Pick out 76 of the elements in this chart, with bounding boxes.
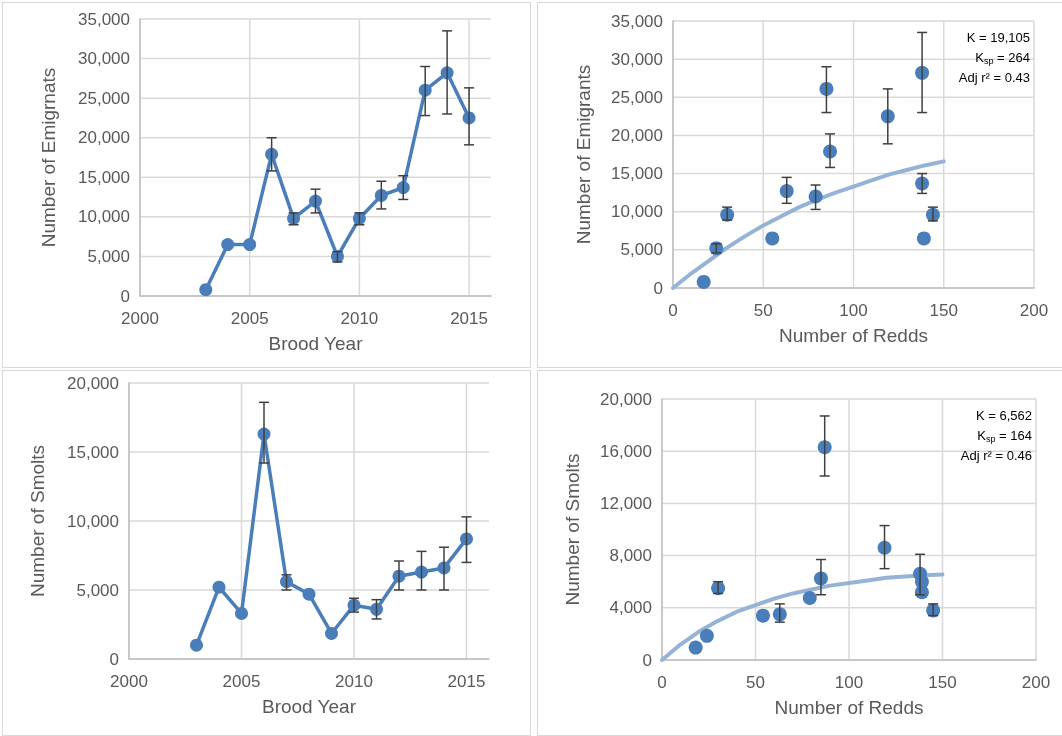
x-tick-label: 2015	[450, 309, 488, 328]
y-tick-label: 0	[120, 286, 130, 306]
point	[243, 238, 257, 252]
y-tick-label: 0	[642, 650, 652, 670]
point	[802, 591, 817, 606]
y-tick-label: 20,000	[600, 389, 652, 409]
y-tick-label: 0	[109, 649, 119, 669]
y-tick-label: 20,000	[611, 125, 663, 145]
x-tick-label: 2010	[340, 309, 379, 328]
annotation: K = 6,562	[975, 408, 1033, 423]
y-tick-label: 4,000	[609, 598, 652, 618]
point	[755, 608, 770, 623]
y-tick-label: 35,000	[611, 11, 663, 31]
x-tick-label: 100	[839, 301, 868, 320]
point	[819, 81, 834, 96]
point	[221, 238, 235, 252]
y-tick-label: 15,000	[78, 167, 130, 187]
point	[916, 231, 931, 246]
y-tick-label: 5,000	[87, 246, 130, 266]
x-tick-label: 50	[753, 301, 773, 320]
point	[302, 587, 316, 601]
y-tick-label: 20,000	[67, 373, 119, 393]
y-tick-label: 25,000	[78, 88, 130, 108]
x-tick-label: 2015	[447, 672, 486, 691]
point	[199, 283, 213, 297]
line-series	[671, 159, 946, 290]
x-axis-title: Brood Year	[268, 333, 364, 354]
point	[765, 231, 780, 246]
y-axis-title: Number of Emigrnats	[38, 67, 59, 248]
y-tick-label: 10,000	[67, 511, 119, 531]
annotation: Adj r² = 0.43	[958, 70, 1031, 85]
x-tick-label: 150	[929, 301, 958, 320]
x-tick-label: 2005	[230, 309, 269, 328]
annotation: K = 19,105	[966, 30, 1030, 45]
y-axis-title: Number of Smolts	[562, 453, 583, 606]
point	[688, 640, 703, 655]
point	[190, 638, 203, 652]
point	[265, 147, 279, 161]
y-tick-label: 15,000	[67, 442, 119, 462]
x-axis-title: Brood Year	[261, 696, 357, 717]
x-tick-label: 50	[746, 673, 765, 692]
x-tick-label: 2010	[335, 672, 373, 691]
x-tick-label: 0	[668, 301, 678, 320]
x-tick-label: 2000	[110, 672, 148, 691]
x-tick-label: 2000	[121, 309, 159, 328]
annotation: Adj r² = 0.46	[960, 448, 1033, 463]
x-tick-label: 200	[1019, 301, 1049, 320]
point	[325, 626, 338, 640]
point	[699, 628, 714, 643]
x-tick-label: 100	[834, 673, 864, 692]
x-tick-label: 200	[1021, 673, 1051, 692]
point	[235, 606, 248, 620]
x-tick-label: 150	[928, 673, 957, 692]
y-tick-label: 30,000	[611, 49, 663, 69]
x-tick-label: 2005	[222, 672, 261, 691]
y-tick-label: 15,000	[611, 164, 663, 184]
y-tick-label: 30,000	[78, 49, 130, 69]
y-tick-label: 5,000	[76, 580, 119, 600]
y-tick-label: 16,000	[600, 441, 652, 461]
y-tick-label: 0	[653, 278, 663, 298]
y-tick-label: 20,000	[78, 128, 130, 148]
x-axis-title: Number of Redds	[774, 697, 924, 718]
point	[817, 440, 832, 455]
y-tick-label: 25,000	[611, 87, 663, 107]
point	[779, 184, 794, 199]
y-tick-label: 12,000	[600, 493, 652, 513]
y-tick-label: 8,000	[609, 546, 652, 566]
y-axis-title: Number of Smolts	[27, 444, 48, 598]
y-tick-label: 5,000	[620, 240, 663, 260]
y-tick-label: 35,000	[78, 9, 130, 29]
y-axis-title: Number of Emigrants	[573, 64, 594, 245]
y-tick-label: 10,000	[78, 207, 130, 227]
point	[696, 274, 711, 289]
y-tick-label: 10,000	[611, 202, 663, 222]
point	[212, 580, 226, 594]
x-axis-title: Number of Redds	[779, 325, 928, 346]
